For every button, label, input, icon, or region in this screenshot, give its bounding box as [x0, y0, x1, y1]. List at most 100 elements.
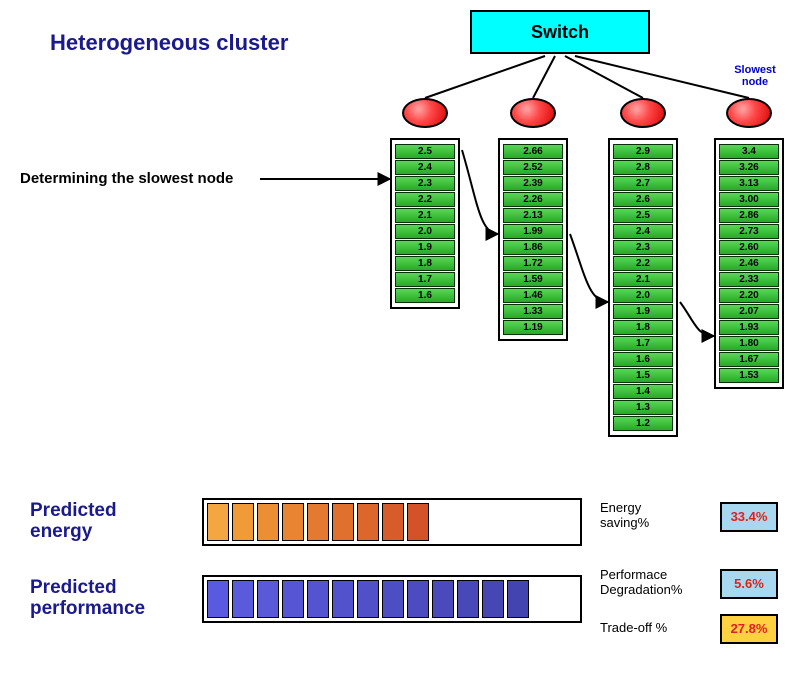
- cluster-node-1: [510, 98, 556, 128]
- freq-stack-2: 2.92.82.72.62.52.42.32.22.12.01.91.81.71…: [608, 138, 678, 437]
- slowest-node-label: Slowestnode: [726, 64, 784, 88]
- freq-cell: 2.2: [395, 192, 455, 207]
- freq-cell: 2.5: [613, 208, 673, 223]
- freq-cell: 1.9: [613, 304, 673, 319]
- freq-cell: 1.67: [719, 352, 779, 367]
- freq-cell: 2.39: [503, 176, 563, 191]
- freq-cell: 1.46: [503, 288, 563, 303]
- metric-badge-0: 33.4%: [720, 502, 778, 532]
- freq-cell: 1.93: [719, 320, 779, 335]
- bar-segment: [232, 580, 254, 618]
- freq-cell: 1.33: [503, 304, 563, 319]
- performance-bar-box: [202, 575, 582, 623]
- metric-label-0: Energysaving%: [600, 500, 710, 530]
- freq-cell: 2.52: [503, 160, 563, 175]
- freq-cell: 2.5: [395, 144, 455, 159]
- bar-segment: [407, 503, 429, 541]
- freq-cell: 1.9: [395, 240, 455, 255]
- metric-badge-2: 27.8%: [720, 614, 778, 644]
- bar-segment: [207, 503, 229, 541]
- determining-label: Determining the slowest node: [20, 170, 233, 187]
- metric-badge-1: 5.6%: [720, 569, 778, 599]
- freq-cell: 2.73: [719, 224, 779, 239]
- freq-cell: 1.7: [395, 272, 455, 287]
- freq-cell: 1.8: [613, 320, 673, 335]
- cluster-node-0: [402, 98, 448, 128]
- bar-segment: [482, 580, 504, 618]
- energy-bar-box: [202, 498, 582, 546]
- freq-cell: 2.1: [613, 272, 673, 287]
- freq-cell: 2.6: [613, 192, 673, 207]
- freq-cell: 2.20: [719, 288, 779, 303]
- freq-cell: 2.9: [613, 144, 673, 159]
- freq-cell: 2.0: [395, 224, 455, 239]
- freq-stack-3: 3.43.263.133.002.862.732.602.462.332.202…: [714, 138, 784, 389]
- freq-cell: 3.26: [719, 160, 779, 175]
- switch-label: Switch: [531, 22, 589, 42]
- bar-segment: [307, 580, 329, 618]
- bar-segment: [307, 503, 329, 541]
- freq-cell: 1.7: [613, 336, 673, 351]
- freq-cell: 2.26: [503, 192, 563, 207]
- metric-label-1: PerformaceDegradation%: [600, 567, 710, 597]
- freq-cell: 1.72: [503, 256, 563, 271]
- predicted-performance-label: Predictedperformance: [30, 578, 145, 620]
- freq-cell: 2.33: [719, 272, 779, 287]
- cluster-node-3: [726, 98, 772, 128]
- freq-cell: 3.4: [719, 144, 779, 159]
- freq-cell: 2.13: [503, 208, 563, 223]
- freq-cell: 1.99: [503, 224, 563, 239]
- freq-cell: 2.1: [395, 208, 455, 223]
- freq-cell: 3.13: [719, 176, 779, 191]
- bar-segment: [457, 580, 479, 618]
- freq-cell: 2.0: [613, 288, 673, 303]
- cluster-node-2: [620, 98, 666, 128]
- bar-segment: [407, 580, 429, 618]
- bar-segment: [432, 580, 454, 618]
- metric-label-2: Trade-off %: [600, 620, 710, 635]
- freq-cell: 1.3: [613, 400, 673, 415]
- bar-segment: [282, 503, 304, 541]
- bar-segment: [332, 503, 354, 541]
- freq-cell: 2.3: [395, 176, 455, 191]
- bar-segment: [282, 580, 304, 618]
- page-title: Heterogeneous cluster: [50, 30, 288, 56]
- freq-cell: 1.19: [503, 320, 563, 335]
- bar-segment: [507, 580, 529, 618]
- freq-cell: 2.4: [613, 224, 673, 239]
- bar-segment: [257, 580, 279, 618]
- freq-stack-0: 2.52.42.32.22.12.01.91.81.71.6: [390, 138, 460, 309]
- bar-segment: [232, 503, 254, 541]
- freq-cell: 2.8: [613, 160, 673, 175]
- bar-segment: [382, 503, 404, 541]
- bar-segment: [382, 580, 404, 618]
- freq-cell: 2.3: [613, 240, 673, 255]
- freq-cell: 1.86: [503, 240, 563, 255]
- freq-cell: 2.60: [719, 240, 779, 255]
- freq-cell: 1.2: [613, 416, 673, 431]
- bar-segment: [357, 503, 379, 541]
- freq-cell: 1.5: [613, 368, 673, 383]
- freq-cell: 1.6: [395, 288, 455, 303]
- freq-cell: 1.8: [395, 256, 455, 271]
- bar-segment: [257, 503, 279, 541]
- bar-segment: [332, 580, 354, 618]
- predicted-energy-label: Predictedenergy: [30, 501, 117, 543]
- freq-cell: 3.00: [719, 192, 779, 207]
- freq-cell: 1.80: [719, 336, 779, 351]
- freq-cell: 2.46: [719, 256, 779, 271]
- freq-cell: 1.59: [503, 272, 563, 287]
- freq-cell: 1.4: [613, 384, 673, 399]
- freq-cell: 2.86: [719, 208, 779, 223]
- freq-cell: 2.66: [503, 144, 563, 159]
- freq-cell: 2.7: [613, 176, 673, 191]
- freq-cell: 2.2: [613, 256, 673, 271]
- freq-cell: 1.53: [719, 368, 779, 383]
- switch-box: Switch: [470, 10, 650, 54]
- bar-segment: [207, 580, 229, 618]
- bar-segment: [357, 580, 379, 618]
- freq-stack-1: 2.662.522.392.262.131.991.861.721.591.46…: [498, 138, 568, 341]
- freq-cell: 2.4: [395, 160, 455, 175]
- freq-cell: 1.6: [613, 352, 673, 367]
- freq-cell: 2.07: [719, 304, 779, 319]
